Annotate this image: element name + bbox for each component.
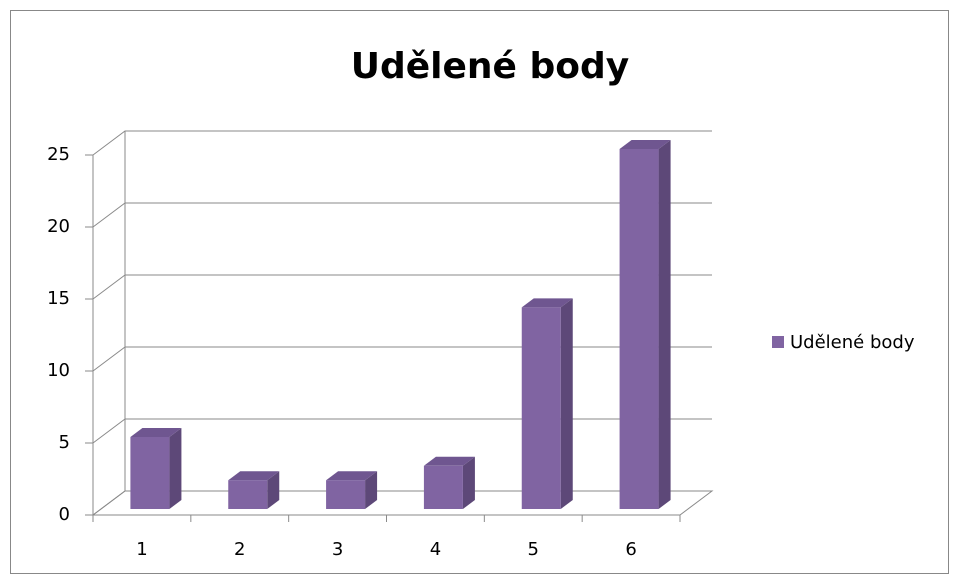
chart-title: Udělené body [351, 46, 630, 87]
bar-side [560, 298, 573, 509]
bar-top [423, 456, 475, 466]
bar-side [267, 471, 280, 509]
bar-side [169, 428, 182, 509]
bar-side [462, 456, 475, 509]
y-tick-label: 25 [47, 144, 70, 165]
bar [521, 307, 561, 509]
bar-side [365, 471, 378, 509]
x-tick-label: 4 [430, 539, 441, 560]
bar [228, 480, 268, 509]
y-tick-label: 15 [47, 288, 70, 309]
y-tick-label: 5 [59, 432, 70, 453]
x-tick-label: 1 [136, 539, 147, 560]
bar-top [326, 471, 378, 481]
bar [130, 437, 170, 509]
x-tick-label: 5 [528, 539, 539, 560]
bar [619, 149, 659, 509]
bar-top [521, 298, 573, 308]
bar [423, 465, 463, 509]
legend-label: Udělené body [790, 332, 915, 353]
x-tick-label: 6 [625, 539, 636, 560]
bar-top [619, 140, 671, 149]
bar [326, 480, 366, 509]
y-tick-label: 10 [47, 360, 70, 381]
bar-top [130, 428, 182, 437]
bar-side [658, 140, 671, 509]
legend-swatch [772, 336, 784, 348]
bar-top [228, 471, 280, 481]
x-tick-label: 2 [234, 539, 245, 560]
x-tick-label: 3 [332, 539, 343, 560]
y-tick-label: 20 [47, 216, 70, 237]
y-tick-label: 0 [59, 504, 70, 525]
